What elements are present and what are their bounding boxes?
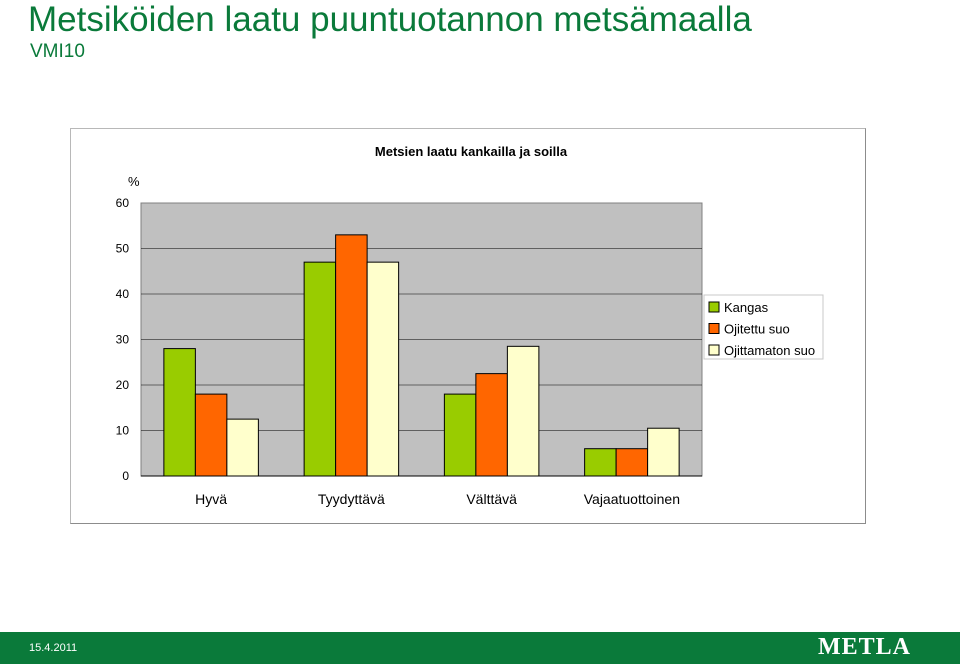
footer-bar xyxy=(0,632,960,664)
chart-frame: Metsien laatu kankailla ja soilla % 0 10 2… xyxy=(70,128,866,524)
bar-chart: Metsien laatu kankailla ja soilla % 0 10 2… xyxy=(116,144,824,507)
metla-logo: METLA xyxy=(818,634,912,660)
legend-swatch xyxy=(708,323,720,334)
bar-kangas-2 xyxy=(303,261,337,477)
y-tick-label: 40 xyxy=(116,287,130,301)
legend-label: Kangas xyxy=(724,300,769,315)
bar-ojitettu-suo-1 xyxy=(194,393,228,477)
category-label: Hyvä xyxy=(195,491,227,507)
category-label: Tyydyttävä xyxy=(318,491,385,507)
legend-swatch xyxy=(708,344,720,356)
bar-ojitettu-suo-2 xyxy=(335,234,368,477)
bar-kangas-3 xyxy=(443,393,477,477)
bar-ojitettu-suo-3 xyxy=(475,373,508,477)
bar-ojittamaton-suo-4 xyxy=(647,427,680,477)
bar-ojitettu-suo-4 xyxy=(615,448,649,477)
category-label: Välttävä xyxy=(466,491,517,507)
bar-ojittamaton-suo-2 xyxy=(366,261,400,477)
chart-title: Metsien laatu kankailla ja soilla xyxy=(375,144,568,159)
category-label: Vajaatuottoinen xyxy=(584,491,680,507)
legend-swatch xyxy=(708,301,720,313)
bar-kangas-1 xyxy=(163,348,196,477)
bar-ojittamaton-suo-3 xyxy=(506,345,540,477)
y-axis-label: % xyxy=(128,174,140,189)
y-tick-label: 20 xyxy=(116,378,130,392)
bar-ojittamaton-suo-1 xyxy=(226,418,259,477)
slide-title: Metsiköiden laatu puuntuotannon metsämaa… xyxy=(28,0,752,39)
bar-kangas-4 xyxy=(584,448,617,477)
legend-label: Ojitettu suo xyxy=(724,322,790,337)
y-tick-label: 30 xyxy=(116,333,130,347)
y-tick-label: 50 xyxy=(116,242,130,256)
legend-label: Ojittamaton suo xyxy=(724,343,815,358)
slide-subtitle: VMI10 xyxy=(30,41,85,62)
y-tick-label: 0 xyxy=(122,469,129,483)
legend-box xyxy=(703,294,824,360)
y-tick-label: 10 xyxy=(116,424,130,438)
y-tick-label: 60 xyxy=(116,196,130,210)
footer-date: 15.4.2011 xyxy=(29,642,78,654)
